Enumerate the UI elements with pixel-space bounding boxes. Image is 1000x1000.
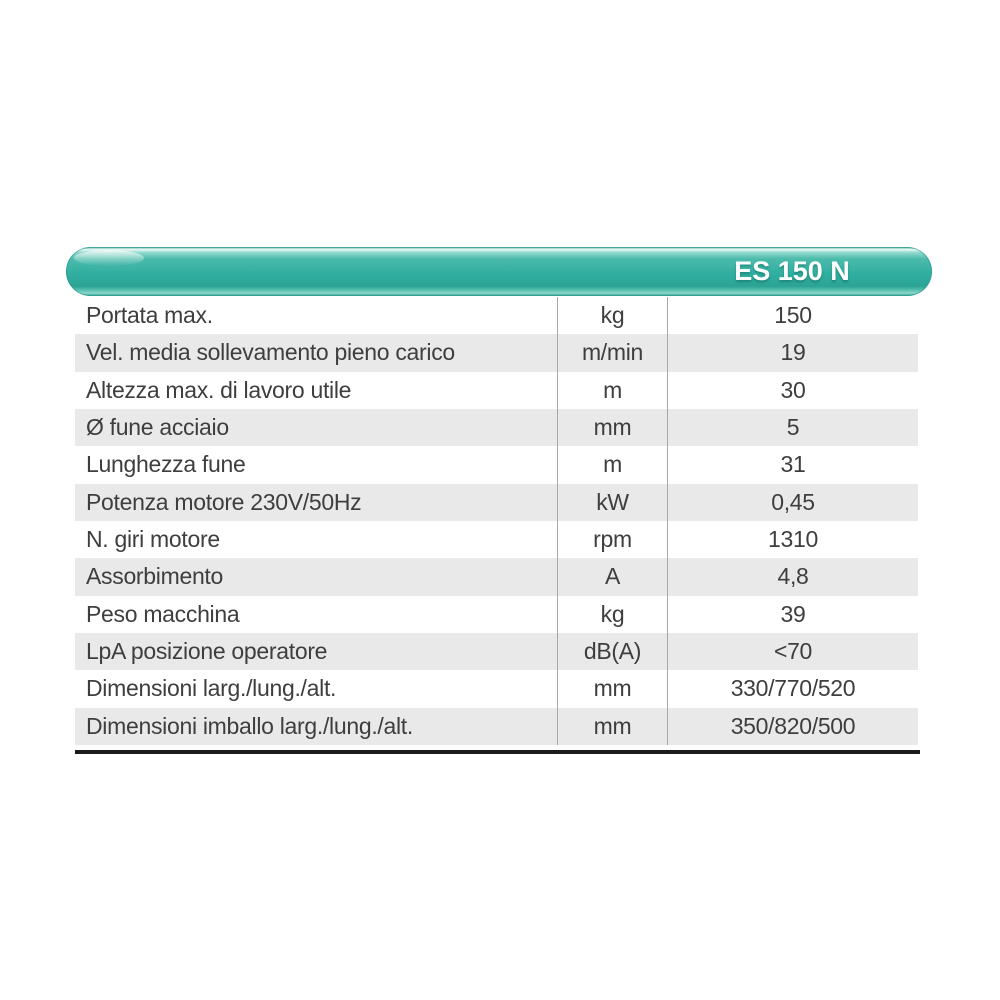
spec-unit: m/min	[557, 334, 667, 372]
spec-unit: kg	[557, 595, 667, 633]
spec-value: 30	[667, 371, 918, 409]
spec-value: 150	[667, 297, 918, 335]
spec-unit: rpm	[557, 520, 667, 559]
table-row: Vel. media sollevamento pieno carico m/m…	[75, 334, 918, 372]
spec-value: 1310	[667, 520, 918, 559]
spec-value: 330/770/520	[667, 670, 918, 708]
table-row: Dimensioni imballo larg./lung./alt. mm 3…	[75, 707, 918, 745]
table-row: Ø fune acciaio mm 5	[75, 408, 918, 447]
spec-label: Potenza motore 230V/50Hz	[86, 488, 362, 515]
spec-label: Dimensioni imballo larg./lung./alt.	[86, 712, 413, 739]
spec-label: Vel. media sollevamento pieno carico	[86, 339, 455, 366]
spec-unit: kW	[557, 483, 667, 521]
model-name-label: ES 150 N	[734, 256, 850, 286]
spec-unit: m	[557, 371, 667, 409]
spec-label: Ø fune acciaio	[86, 414, 229, 441]
spec-unit: dB(A)	[557, 632, 667, 671]
spec-unit: mm	[557, 707, 667, 745]
table-row: LpA posizione operatore dB(A) <70	[75, 632, 918, 671]
table-row: Lunghezza fune m 31	[75, 446, 918, 484]
spec-unit: mm	[557, 408, 667, 447]
spec-unit: m	[557, 446, 667, 484]
spec-label: Lunghezza fune	[86, 451, 246, 478]
spec-label: Dimensioni larg./lung./alt.	[86, 675, 337, 702]
spec-label: Assorbimento	[86, 563, 224, 590]
spec-unit: A	[557, 558, 667, 596]
spec-value: 39	[667, 595, 918, 633]
table-row: Altezza max. di lavoro utile m 30	[75, 371, 918, 409]
table-row: N. giri motore rpm 1310	[75, 520, 918, 559]
table-row: Assorbimento A 4,8	[75, 558, 918, 596]
table-row: Dimensioni larg./lung./alt. mm 330/770/5…	[75, 670, 918, 708]
table-row: Potenza motore 230V/50Hz kW 0,45	[75, 483, 918, 521]
spec-label: Portata max.	[86, 302, 213, 329]
spec-label: Altezza max. di lavoro utile	[86, 376, 352, 403]
spec-value: 350/820/500	[667, 707, 918, 745]
spec-value: 4,8	[667, 558, 918, 596]
spec-value: <70	[667, 632, 918, 671]
spec-value: 19	[667, 334, 918, 372]
spec-label: N. giri motore	[86, 526, 220, 553]
table-row: Portata max. kg 150	[75, 297, 918, 335]
spec-table-body: Portata max. kg 150 Vel. media sollevame…	[75, 297, 918, 745]
spec-table-header: ES 150 N	[66, 247, 932, 296]
spec-value: 31	[667, 446, 918, 484]
spec-unit: mm	[557, 670, 667, 708]
gloss-highlight	[74, 250, 144, 266]
bottom-rule	[75, 750, 920, 754]
spec-label: Peso macchina	[86, 600, 240, 627]
spec-label: LpA posizione operatore	[86, 638, 328, 665]
spec-unit: kg	[557, 297, 667, 335]
spec-value: 5	[667, 408, 918, 447]
spec-value: 0,45	[667, 483, 918, 521]
table-row: Peso macchina kg 39	[75, 595, 918, 633]
